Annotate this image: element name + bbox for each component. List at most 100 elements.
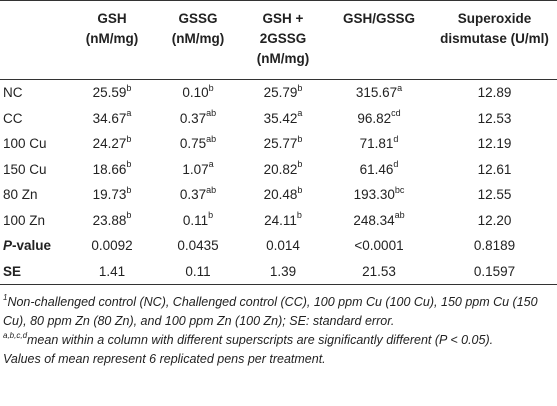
table-cell: 25.77b xyxy=(240,131,326,157)
cell-value: 18.66 xyxy=(92,161,127,177)
cell-value: 248.34 xyxy=(353,212,395,228)
cell-superscript: ab xyxy=(206,133,217,144)
table-cell: 0.11 xyxy=(156,258,240,285)
table-row: SE 1.41 0.11 1.39 21.53 0.1597 xyxy=(0,258,557,285)
row-label: CC xyxy=(3,110,23,126)
cell-superscript: b xyxy=(297,133,303,144)
row-label: P-value xyxy=(3,238,52,253)
cell-superscript: b xyxy=(126,210,132,220)
table-cell: 0.0092 xyxy=(68,233,156,259)
table-row: 80 Zn 19.73b 0.37ab 20.48b 193.30bc 12.55 xyxy=(0,182,557,208)
cell-value: 12.20 xyxy=(477,212,512,228)
table-cell: 0.10b xyxy=(156,80,240,106)
cell-value: 24.11 xyxy=(264,212,297,228)
row-label: 100 Zn xyxy=(3,212,46,228)
row-label: 80 Zn xyxy=(3,187,38,202)
table-cell: 0.8189 xyxy=(432,233,557,259)
table-cell: 20.82b xyxy=(240,157,326,183)
cell-superscript: b xyxy=(297,82,303,93)
cell-value: 12.55 xyxy=(477,187,512,202)
table-cell: 23.88b xyxy=(68,208,156,234)
cell-superscript: cd xyxy=(391,108,401,118)
cell-value: 21.53 xyxy=(362,263,396,279)
cell-superscript: b xyxy=(126,133,132,144)
cell-value: 25.79 xyxy=(263,85,298,100)
table-cell: 12.89 xyxy=(432,80,557,106)
table-cell: 12.20 xyxy=(432,208,557,234)
table-cell: 61.46d xyxy=(326,157,432,183)
table-cell: 25.59b xyxy=(68,80,156,106)
table-cell: 20.48b xyxy=(240,182,326,208)
cell-value: 193.30 xyxy=(353,187,395,202)
cell-value: 0.37 xyxy=(179,187,207,202)
table-cell: 12.55 xyxy=(432,182,557,208)
row-label: SE xyxy=(0,258,68,285)
cell-value: 1.41 xyxy=(98,263,126,279)
cell-value: 0.37 xyxy=(179,110,207,126)
row-label: 100 Cu xyxy=(3,136,47,151)
cell-value: 1.07 xyxy=(182,161,209,177)
column-header: Superoxide dismutase (U/ml) xyxy=(432,0,557,80)
cell-value: 19.73 xyxy=(92,187,127,202)
cell-value: 12.89 xyxy=(477,85,512,100)
cell-superscript: b xyxy=(208,82,214,93)
cell-value: 23.88 xyxy=(92,212,127,228)
cell-value: 34.67 xyxy=(92,110,127,126)
cell-superscript: a xyxy=(397,82,403,93)
table-cell: 193.30bc xyxy=(326,182,432,208)
cell-value: 0.11 xyxy=(185,263,211,279)
cell-value: <0.0001 xyxy=(354,238,404,253)
cell-value: 0.014 xyxy=(266,238,300,253)
cell-superscript: d xyxy=(393,133,399,144)
table-cell: 12.53 xyxy=(432,106,557,132)
table-cell: 19.73b xyxy=(68,182,156,208)
column-header: GSH +2GSSG (nM/mg) xyxy=(240,0,326,80)
column-header: GSSG (nM/mg) xyxy=(156,0,240,80)
footnote-1: 1Non-challenged control (NC), Challenged… xyxy=(3,293,553,331)
table-cell: 18.66b xyxy=(68,157,156,183)
table-row: NC 25.59b 0.10b 25.79b 315.67a 12.89 xyxy=(0,80,557,106)
table-cell: 34.67a xyxy=(68,106,156,132)
cell-value: 71.81 xyxy=(359,136,394,151)
cell-value: 96.82 xyxy=(357,110,392,126)
cell-value: 12.61 xyxy=(477,161,512,177)
table-cell: 0.1597 xyxy=(432,258,557,285)
cell-superscript: a xyxy=(126,108,132,118)
footnote-2-text: mean within a column with different supe… xyxy=(27,333,494,347)
footnote-3: Values of mean represent 6 replicated pe… xyxy=(3,352,326,366)
table-cell: 0.11b xyxy=(156,208,240,234)
table-cell: 0.0435 xyxy=(156,233,240,259)
table-cell: 21.53 xyxy=(326,258,432,285)
table-row: 150 Cu 18.66b 1.07a 20.82b 61.46d 12.61 xyxy=(0,157,557,183)
table-cell: 248.34ab xyxy=(326,208,432,234)
footnote-2: a,b,c,dmean within a column with differe… xyxy=(3,331,553,350)
row-label: 150 Cu xyxy=(3,161,47,177)
footnote-1-text: Non-challenged control (NC), Challenged … xyxy=(3,295,538,328)
cell-value: 20.82 xyxy=(263,161,298,177)
table-row: 100 Cu 24.27b 0.75ab 25.77b 71.81d 12.19 xyxy=(0,131,557,157)
cell-superscript: ab xyxy=(394,210,405,220)
row-label-italic: P xyxy=(3,238,13,253)
cell-value: 315.67 xyxy=(355,85,398,100)
cell-value: 0.1597 xyxy=(473,263,516,279)
table-cell: 12.19 xyxy=(432,131,557,157)
table-cell: 12.61 xyxy=(432,157,557,183)
cell-value: 35.42 xyxy=(263,110,298,126)
cell-value: 12.53 xyxy=(477,110,512,126)
table-cell: 1.07a xyxy=(156,157,240,183)
cell-value: 0.8189 xyxy=(473,238,516,253)
table-cell: 0.75ab xyxy=(156,131,240,157)
table-header: GSH (nM/mg) GSSG (nM/mg) GSH +2GSSG (nM/mg) GS… xyxy=(0,0,557,80)
cell-value: 0.0435 xyxy=(177,238,219,253)
table-row: CC 34.67a 0.37ab 35.42a 96.82cd 12.53 xyxy=(0,106,557,132)
column-header: GSH/GSSG xyxy=(326,0,432,80)
cell-superscript: b xyxy=(208,210,214,220)
cell-value: 0.10 xyxy=(182,85,209,100)
cell-value: 20.48 xyxy=(263,187,298,202)
table-cell: 315.67a xyxy=(326,80,432,106)
cell-superscript: d xyxy=(393,159,399,169)
table-cell: <0.0001 xyxy=(326,233,432,259)
table-cell: 0.014 xyxy=(240,233,326,259)
cell-superscript: a xyxy=(208,159,214,169)
